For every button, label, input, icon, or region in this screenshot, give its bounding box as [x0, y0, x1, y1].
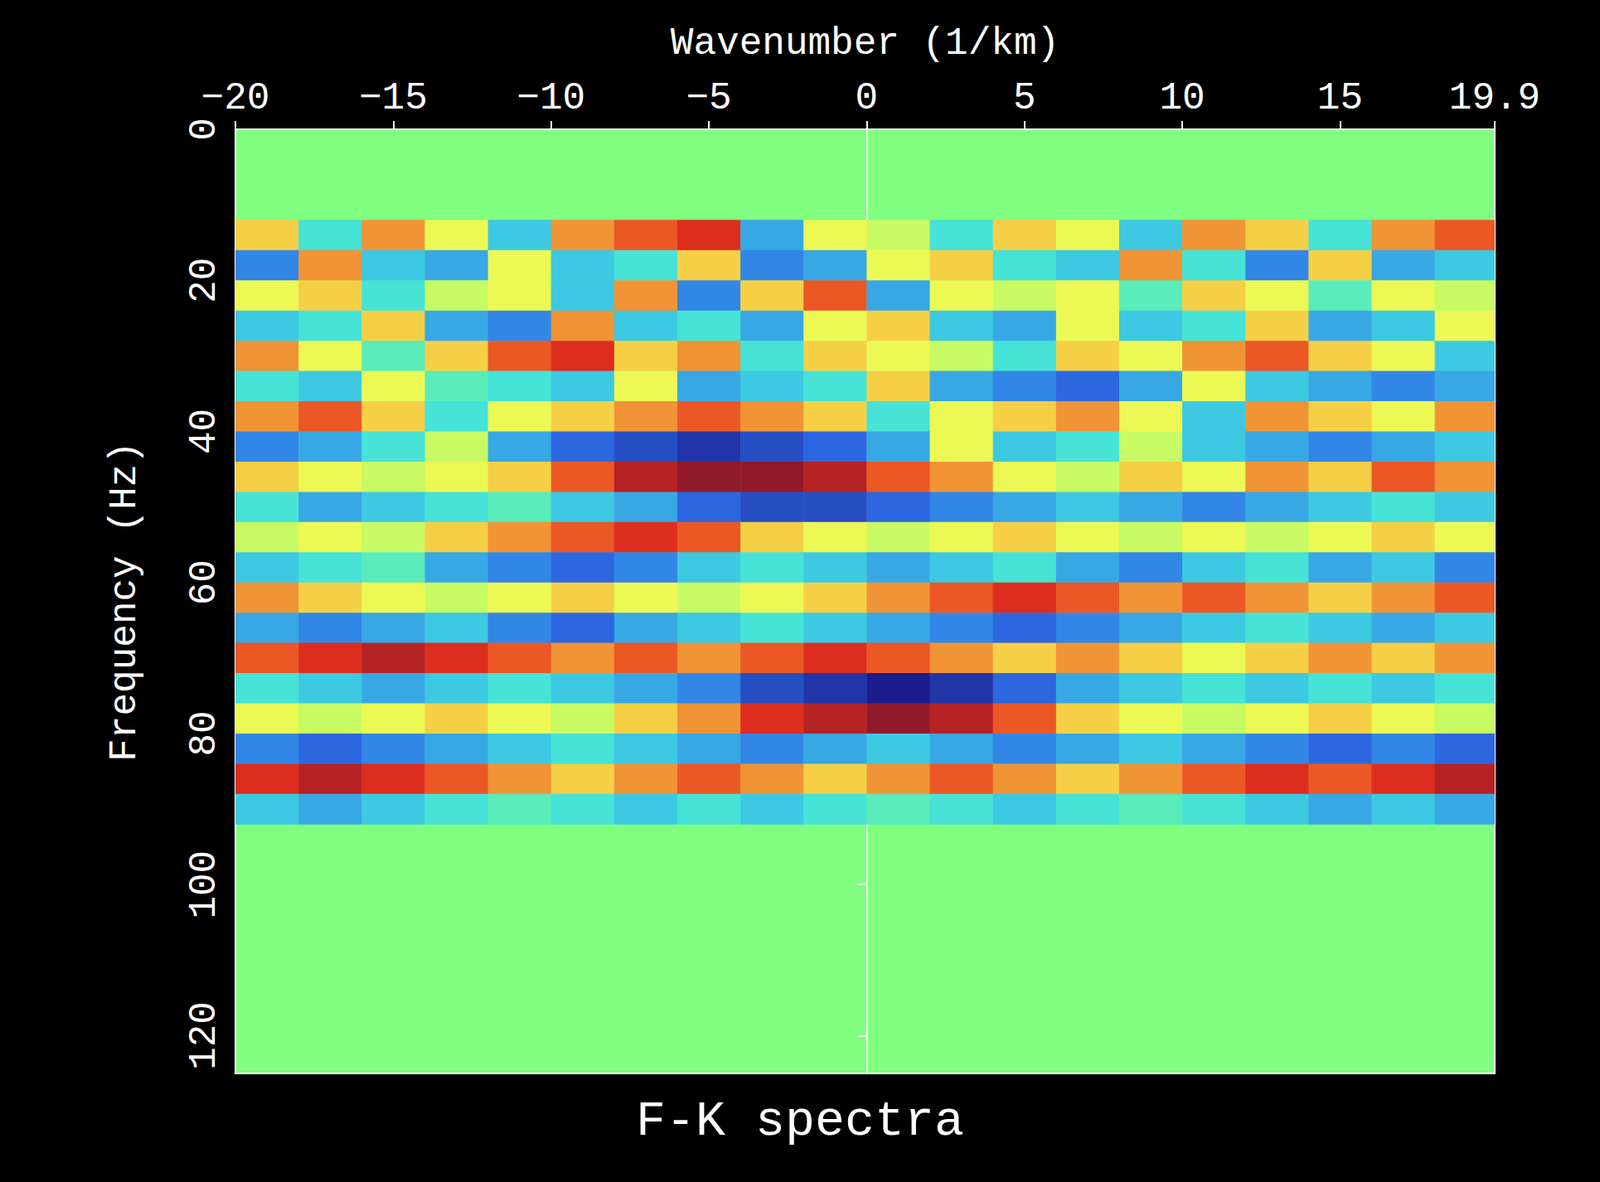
- svg-text:15: 15: [1317, 77, 1363, 121]
- svg-text:120: 120: [183, 1001, 227, 1071]
- svg-text:5: 5: [1013, 77, 1037, 121]
- svg-text:−15: −15: [358, 77, 428, 121]
- svg-text:0: 0: [855, 77, 879, 121]
- svg-text:F-K spectra: F-K spectra: [635, 1093, 965, 1150]
- svg-text:0: 0: [183, 117, 227, 141]
- svg-text:−5: −5: [685, 77, 732, 121]
- svg-text:60: 60: [183, 559, 227, 606]
- svg-text:40: 40: [183, 408, 227, 455]
- svg-text:10: 10: [1158, 77, 1205, 121]
- svg-text:80: 80: [183, 710, 227, 757]
- svg-text:Wavenumber (1/km): Wavenumber (1/km): [670, 22, 1060, 66]
- svg-text:20: 20: [183, 257, 227, 304]
- svg-text:−20: −20: [201, 77, 271, 121]
- svg-text:19.9: 19.9: [1449, 77, 1541, 121]
- svg-text:100: 100: [183, 850, 227, 920]
- svg-text:Frequency (Hz): Frequency (Hz): [103, 441, 147, 762]
- svg-text:−10: −10: [516, 77, 586, 121]
